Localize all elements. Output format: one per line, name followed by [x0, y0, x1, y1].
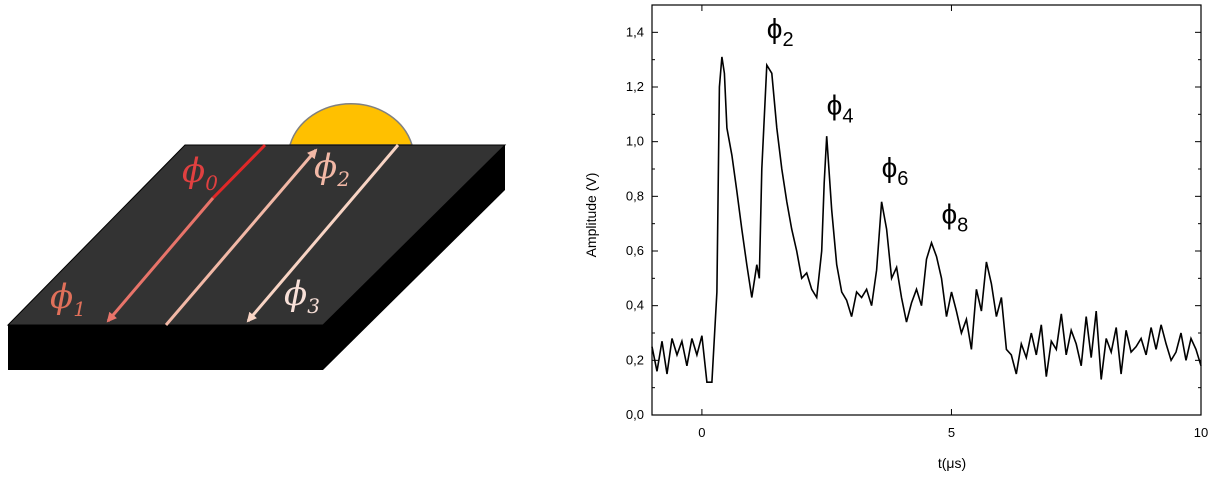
x-tick-label: 10 [1194, 425, 1208, 440]
y-tick-label: 0,6 [626, 243, 644, 258]
y-axis-label: Amplitude (V) [583, 173, 599, 258]
y-tick-label: 1,2 [626, 79, 644, 94]
slab-diagram: ϕ0 ϕ1 ϕ2 ϕ3 [0, 0, 560, 477]
peak-annotation: ϕ2 [767, 13, 794, 51]
slab-front-face [8, 325, 323, 370]
series-line [652, 57, 1201, 382]
y-tick-label: 1,4 [626, 24, 644, 39]
amplitude-chart: 0 5 10 0,0 0,2 0,4 0,6 0,8 1,0 1,2 1,4 ϕ2 ϕ4 ϕ6 ϕ8 Am… [560, 0, 1220, 477]
peak-annotation: ϕ4 [827, 89, 854, 127]
droplet [290, 104, 412, 145]
y-tick-label: 0,0 [626, 407, 644, 422]
x-axis-label: t(μs) [938, 455, 966, 471]
y-tick-label: 0,2 [626, 352, 644, 367]
peak-annotation: ϕ8 [941, 199, 968, 237]
x-tick-label: 5 [948, 425, 955, 440]
y-tick-label: 0,8 [626, 188, 644, 203]
peak-annotation: ϕ6 [882, 152, 909, 190]
x-tick-label: 0 [698, 425, 705, 440]
y-tick-label: 0,4 [626, 298, 644, 313]
y-tick-label: 1,0 [626, 134, 644, 149]
